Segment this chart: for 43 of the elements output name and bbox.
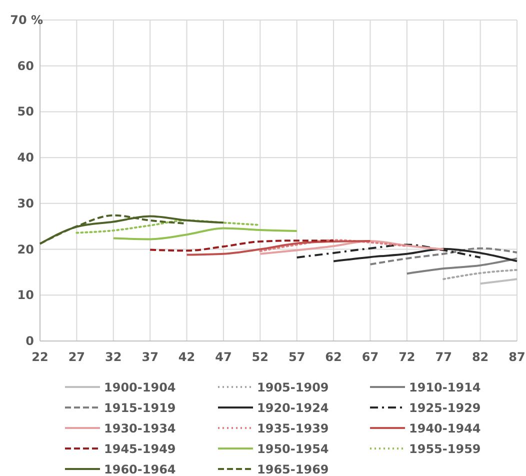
x-tick-label: 22 [32,350,48,364]
y-tick-label: 40 [17,150,34,165]
legend-label: 1945-1949 [104,442,176,456]
legend-label: 1935-1939 [257,422,329,436]
x-tick-label: 57 [288,350,306,364]
y-tick-label: 70 % [10,13,43,27]
line-series [149,240,335,252]
y-tick-label: 0 [26,334,34,348]
y-tick-label: 50 [17,104,34,119]
legend-label: 1920-1924 [257,401,329,415]
x-tick-label: 52 [252,350,269,364]
y-tick-label: 10 [17,288,34,302]
x-tick-label: 87 [508,350,526,364]
line-series [259,240,445,255]
x-tick-label: 27 [68,350,86,364]
legend-label: 1965-1969 [257,462,329,476]
legend-label: 1930-1934 [104,422,176,436]
y-tick-label: 20 [17,242,34,256]
x-tick-label: 32 [105,350,122,364]
legend-label: 1915-1919 [104,401,176,415]
line-series [259,239,408,252]
x-tick-label: 77 [435,350,452,364]
line-series [406,257,518,275]
x-tick-label: 42 [178,350,196,364]
legend-label: 1960-1964 [104,462,176,476]
legend-label: 1905-1909 [257,380,329,394]
x-tick-label: 72 [398,350,416,364]
legend-label: 1955-1959 [409,442,481,456]
x-tick-label: 82 [472,350,489,364]
x-tick-label: 47 [215,350,232,364]
line-series [369,247,518,266]
legend-label: 1900-1904 [104,380,176,394]
y-tick-label: 60 [17,58,34,73]
legend-label: 1910-1914 [409,380,481,394]
y-tick-label: 30 [17,196,34,210]
line-series [186,240,372,256]
x-tick-label: 67 [362,350,379,364]
legend-label: 1950-1954 [257,442,329,456]
x-tick-label: 37 [142,350,158,364]
x-tick-label: 62 [325,350,342,364]
legend-label: 1925-1929 [409,401,481,415]
legend-label: 1940-1944 [409,422,481,436]
line-series [112,227,298,240]
